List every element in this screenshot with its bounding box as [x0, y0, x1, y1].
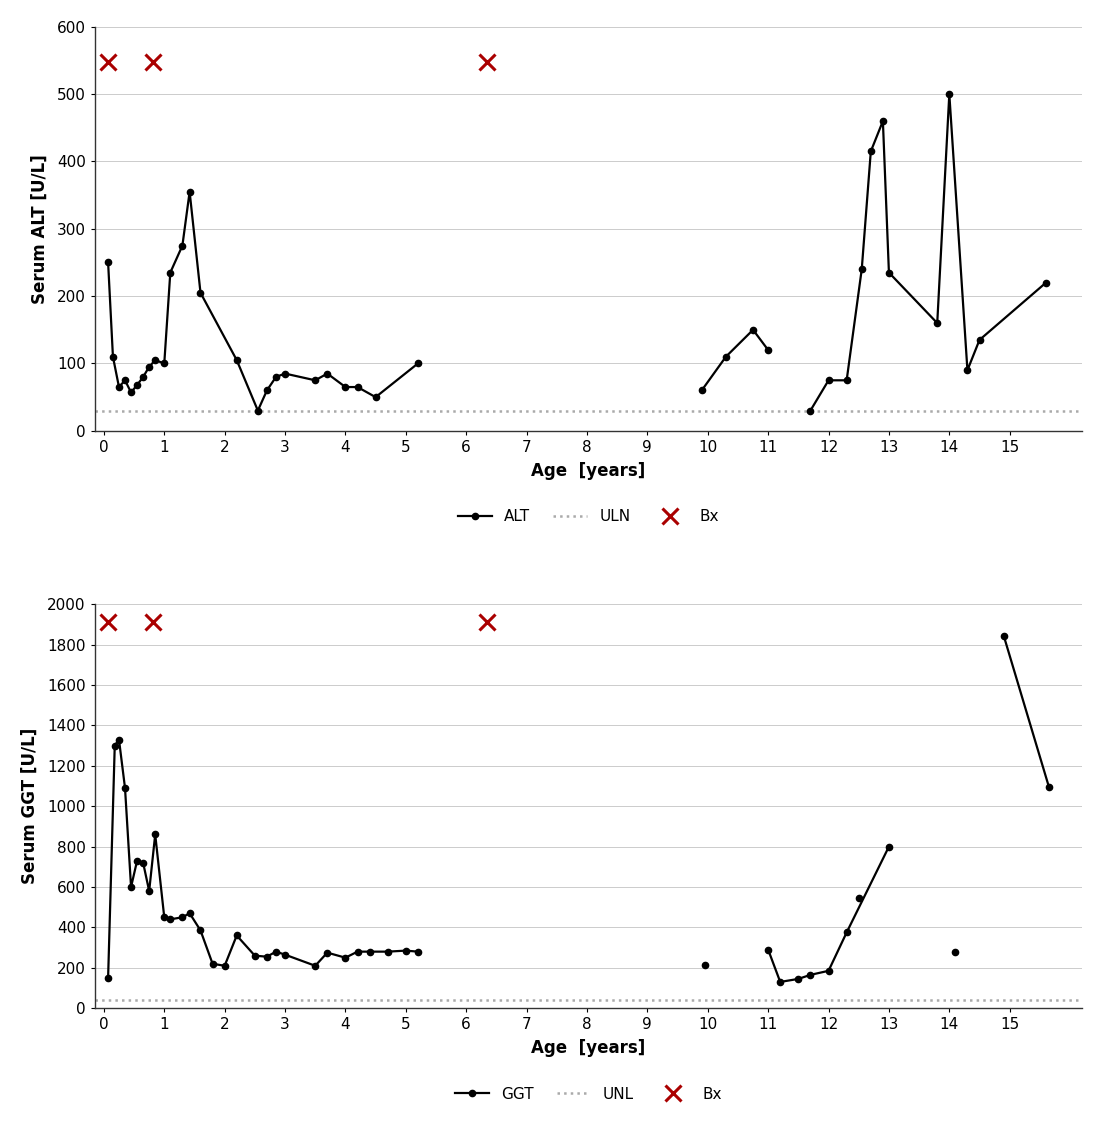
ALT [411, 357, 425, 371]
GGT [351, 944, 364, 958]
GGT [125, 880, 138, 894]
GGT [163, 913, 176, 926]
GGT [248, 949, 261, 962]
GGT [278, 948, 291, 961]
ALT [106, 350, 119, 364]
GGT [158, 911, 171, 924]
GGT [399, 944, 413, 958]
Y-axis label: Serum ALT [U/L]: Serum ALT [U/L] [31, 154, 49, 303]
ALT [101, 256, 115, 269]
ALT [130, 379, 143, 392]
GGT [339, 951, 352, 965]
Legend: GGT, UNL, Bx: GGT, UNL, Bx [449, 1081, 728, 1108]
ALT [142, 361, 156, 374]
ALT [321, 366, 334, 380]
GGT [137, 857, 150, 870]
GGT [206, 957, 219, 970]
Legend: ALT, ULN, Bx: ALT, ULN, Bx [452, 503, 725, 531]
GGT [175, 911, 189, 924]
UNL [97, 993, 110, 1006]
ALT [370, 390, 383, 403]
ALT [137, 370, 150, 383]
GGT [231, 929, 244, 942]
UNL [158, 993, 171, 1006]
ALT [194, 286, 207, 300]
ALT [113, 380, 126, 393]
GGT [260, 950, 274, 964]
Line: ALT: ALT [105, 188, 421, 414]
GGT [142, 885, 156, 898]
ALT [158, 357, 171, 371]
GGT [309, 959, 322, 973]
GGT [321, 946, 334, 959]
GGT [363, 944, 376, 958]
ALT [118, 373, 131, 387]
ALT [175, 239, 189, 252]
ALT [278, 366, 291, 380]
ALT [231, 354, 244, 367]
ALT [351, 380, 364, 393]
GGT [218, 959, 232, 973]
GGT [183, 906, 196, 920]
ALT [339, 380, 352, 393]
GGT [113, 733, 126, 746]
GGT [118, 781, 131, 795]
Line: GGT: GGT [105, 736, 421, 980]
ALT [260, 383, 274, 397]
GGT [101, 971, 115, 985]
X-axis label: Age  [years]: Age [years] [532, 462, 645, 480]
GGT [149, 827, 162, 841]
ALT [183, 185, 196, 198]
GGT [130, 854, 143, 868]
GGT [411, 944, 425, 958]
ALT [149, 354, 162, 367]
X-axis label: Age  [years]: Age [years] [532, 1039, 645, 1057]
ALT [125, 385, 138, 399]
GGT [269, 944, 282, 958]
ALT [309, 373, 322, 387]
ALT [251, 403, 265, 417]
GGT [108, 739, 121, 753]
Y-axis label: Serum GGT [U/L]: Serum GGT [U/L] [21, 728, 39, 885]
ULN [97, 403, 110, 417]
GGT [381, 944, 394, 958]
ALT [269, 370, 282, 383]
GGT [194, 924, 207, 938]
ULN [158, 403, 171, 417]
ALT [163, 266, 176, 279]
